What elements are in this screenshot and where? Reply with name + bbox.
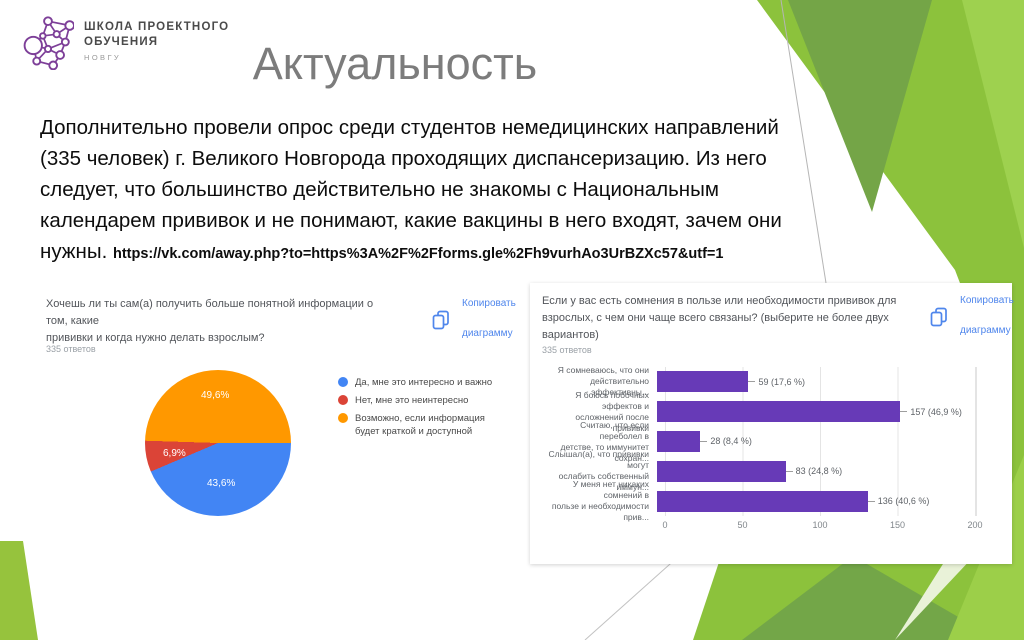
bar-row: Слышал(а), что прививки могут ослабить с… [538,449,1004,492]
legend-label: Да, мне это интересно и важно [355,377,493,388]
logo-text-line2: ОБУЧЕНИЯ [84,36,159,48]
bar-category-label: У меня нет никаких сомнений в пользе и н… [551,479,649,523]
bar-value-connector [748,381,756,383]
bar-value-connector [785,470,793,472]
pie-slice-label: 43,6% [207,478,236,489]
bar-value-label: 59 (17,6 %) [758,376,805,387]
copy-icon [432,310,449,330]
bar-track: 157 (46,9 %) [657,401,1004,423]
horizontal-bar-chart: Я сомневаюсь, что они действительно эффе… [538,365,1004,537]
bar-track: 28 (8,4 %) [657,430,1004,452]
bar-segment [657,430,701,452]
x-axis-tick: 150 [889,520,906,530]
bar-segment [657,460,786,482]
bar-row: У меня нет никаких сомнений в пользе и н… [538,479,1004,522]
pie-chart: 43,6% 6,9% 49,6% [145,370,291,516]
bar-row: Считаю, что если переболел в детстве, то… [538,420,1004,463]
copy-button-label-1: Копировать [960,295,1014,306]
copy-button-label-1: Копировать [462,298,516,309]
bar-value-connector [900,411,908,413]
legend-color-dot [338,377,348,387]
bar-row: Я боюсь побочных эффектов и осложнений п… [538,390,1004,433]
bar-value-label: 157 (46,9 %) [910,406,962,417]
body-paragraph-lastword: нужны. [40,240,108,263]
school-logo: ШКОЛА ПРОЕКТНОГО ОБУЧЕНИЯ НОВГУ [22,14,229,70]
bar-question: Если у вас есть сомнения в пользе или не… [542,295,897,341]
x-axis-tick: 100 [812,520,828,530]
survey-link[interactable]: https://vk.com/away.php?to=https%3A%2F%2… [112,246,724,262]
copy-icon [930,307,947,327]
bar-value-label: 83 (24,8 %) [795,466,843,477]
bar-track: 136 (40,6 %) [657,490,1004,512]
logo-text-line3: НОВГУ [84,53,122,62]
x-axis-tick: 0 [662,520,668,530]
legend-item: Возможно, если информация будет краткой … [338,412,505,438]
copy-button-label-2: диаграмму [462,328,513,339]
pie-slice-label: 6,9% [163,448,186,459]
legend-label: Нет, мне это неинтересно [355,395,469,406]
bar-value-connector [867,500,875,502]
x-axis-ticks: 0 50 100 150 200 [662,520,982,534]
legend-color-dot [338,395,348,405]
legend-item: Нет, мне это неинтересно [338,394,505,407]
bar-category-label: Считаю, что если переболел в детстве, то… [560,419,649,463]
bar-value-connector [700,440,708,442]
bar-rows: Я сомневаюсь, что они действительно эффе… [538,365,1004,522]
bar-segment [657,371,749,393]
pie-chart-card: Хочешь ли ты сам(а) получить больше поня… [30,286,522,536]
bar-responses-count: 335 ответов [542,345,592,355]
bar-value-label: 28 (8,4 %) [710,436,752,447]
bar-segment [657,490,868,512]
x-axis-tick: 50 [737,520,748,530]
legend-item: Да, мне это интересно и важно [338,376,505,389]
bar-value-label: 136 (40,6 %) [877,496,930,507]
body-paragraph-lines: Дополнительно провели опрос среди студен… [40,116,782,232]
bar-track: 59 (17,6 %) [657,371,1004,393]
bar-category-label: Я боюсь побочных эффектов и осложнений п… [575,389,649,433]
x-axis-tick: 200 [967,520,983,530]
bar-category-label: Слышал(а), что прививки могут ослабить с… [548,449,649,493]
bar-chart-card: Если у вас есть сомнения в пользе или не… [530,283,1014,564]
pie-responses-count: 335 ответов [46,344,96,354]
page-title: Актуальность [252,38,538,89]
body-paragraph: Дополнительно провели опрос среди студен… [40,112,980,270]
pie-question: Хочешь ли ты сам(а) получить больше поня… [46,298,374,344]
logo-text-line1: ШКОЛА ПРОЕКТНОГО [84,21,230,33]
bar-category-label: Я сомневаюсь, что они действительно эффе… [557,365,649,398]
bar-segment [657,401,901,423]
bar-track: 83 (24,8 %) [657,460,1004,482]
copy-button-label-2: диаграмму [960,325,1011,336]
pie-slice-label: 49,6% [201,390,230,401]
network-logo-icon [23,16,74,70]
legend-label: Возможно, если информация будет краткой … [355,413,485,437]
legend-color-dot [338,413,348,423]
bar-row: Я сомневаюсь, что они действительно эффе… [538,365,1004,398]
pie-legend: Да, мне это интересно и важно Нет, мне эт… [338,376,505,438]
